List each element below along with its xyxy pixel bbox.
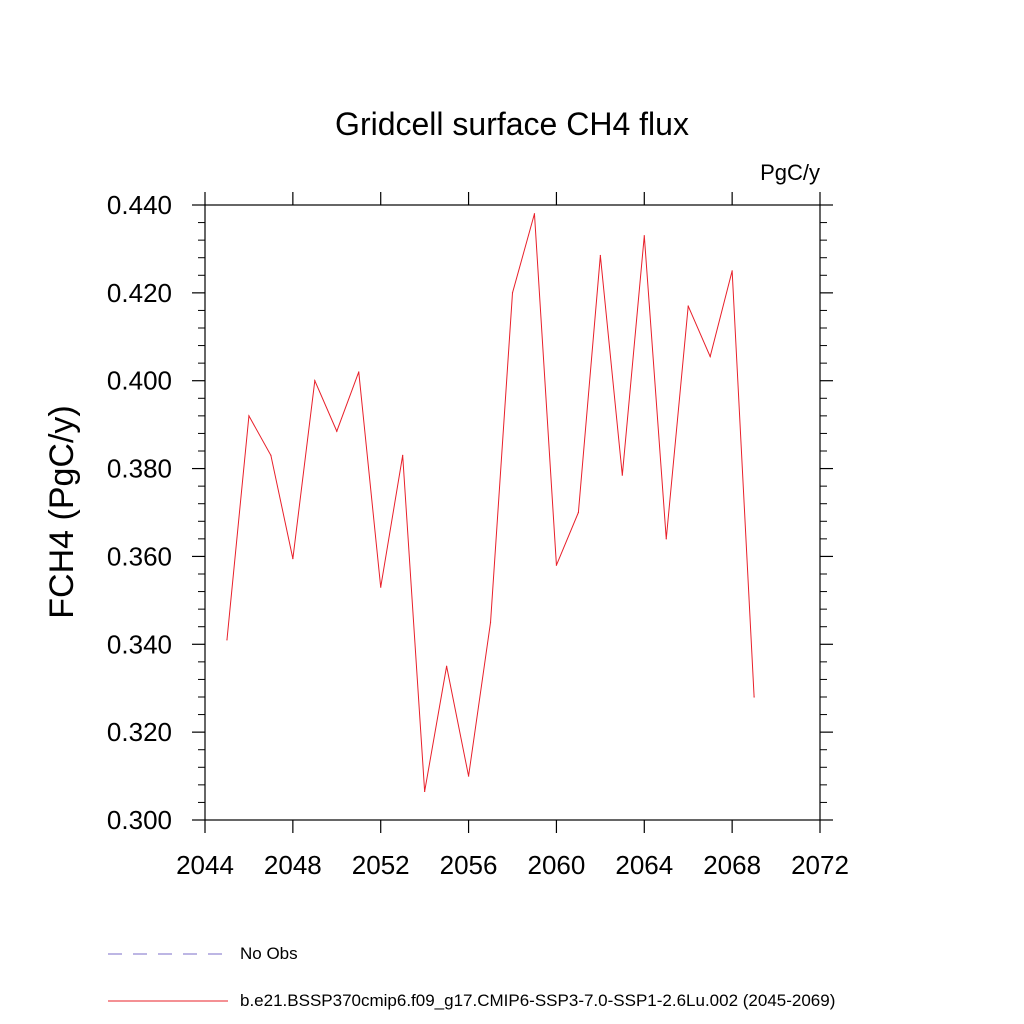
data-point	[709, 355, 711, 358]
y-tick-label: 0.360	[107, 541, 172, 571]
y-tick-label: 0.300	[107, 805, 172, 835]
data-point	[687, 305, 689, 307]
data-point	[380, 586, 382, 588]
data-point	[753, 696, 755, 698]
y-tick-label: 0.320	[107, 717, 172, 747]
data-point	[731, 270, 733, 272]
data-point	[358, 371, 360, 373]
data-point	[292, 558, 294, 560]
data-point	[226, 639, 228, 641]
y-axis-label: FCH4 (PgC/y)	[43, 405, 81, 618]
data-point	[577, 511, 579, 514]
legend-label-model: b.e21.BSSP370cmip6.f09_g17.CMIP6-SSP3-7.…	[240, 991, 835, 1010]
series-group	[226, 213, 755, 793]
data-point	[314, 380, 316, 382]
y-tick-label: 0.340	[107, 629, 172, 659]
legend: No Obs b.e21.BSSP370cmip6.f09_g17.CMIP6-…	[108, 944, 835, 1010]
data-point	[533, 213, 536, 215]
legend-label-no-obs: No Obs	[240, 944, 298, 963]
units-label: PgC/y	[760, 160, 820, 185]
y-axis-ticks: 0.300 0.320 0.340 0.360 0.380 0.400 0.420 0.440	[107, 190, 833, 835]
x-tick-label: 2064	[615, 850, 673, 880]
data-point	[665, 538, 667, 540]
x-tick-label: 2056	[440, 850, 498, 880]
data-point	[467, 775, 470, 777]
data-point	[424, 790, 426, 793]
x-tick-label: 2048	[264, 850, 322, 880]
x-tick-label: 2072	[791, 850, 849, 880]
x-tick-label: 2060	[528, 850, 586, 880]
x-tick-label: 2044	[176, 850, 234, 880]
y-tick-label: 0.380	[107, 454, 172, 484]
data-point	[489, 621, 492, 623]
y-tick-label: 0.420	[107, 278, 172, 308]
data-point	[511, 292, 514, 294]
plot-frame	[204, 204, 821, 821]
y-tick-label: 0.440	[107, 190, 172, 220]
data-point	[599, 254, 601, 257]
data-point	[621, 474, 623, 476]
y-tick-label: 0.400	[107, 366, 172, 396]
data-point	[248, 415, 250, 417]
x-tick-label: 2068	[703, 850, 761, 880]
data-point	[643, 235, 645, 237]
chart-title: Gridcell surface CH4 flux	[335, 106, 689, 142]
data-point	[402, 454, 404, 456]
data-point	[446, 665, 448, 667]
data-point	[336, 430, 338, 432]
data-point	[270, 454, 272, 456]
series-line	[226, 213, 755, 792]
data-point	[555, 564, 558, 566]
x-tick-label: 2052	[352, 850, 410, 880]
x-axis-ticks: 2044 2048 2052 2056 2060 2064 2068 2072	[176, 192, 849, 880]
